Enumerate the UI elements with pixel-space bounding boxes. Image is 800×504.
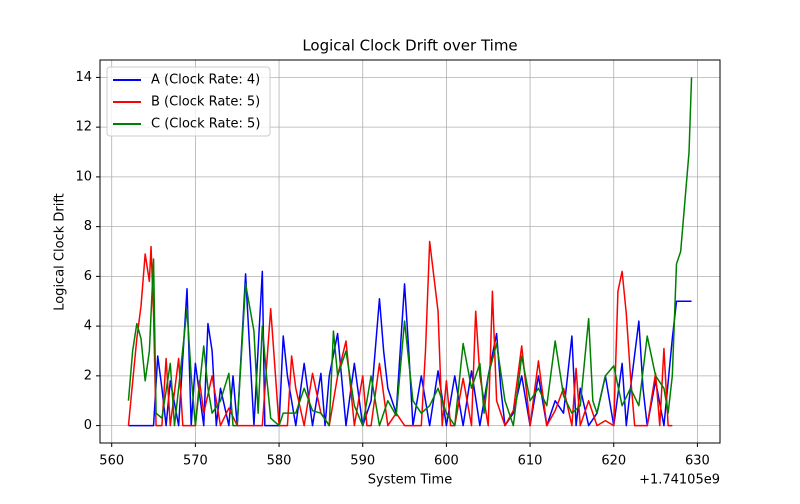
y-tick-label: 14 (75, 70, 92, 85)
legend-label: C (Clock Rate: 5) (151, 117, 260, 132)
x-tick-label: 560 (99, 454, 124, 469)
legend-label: A (Clock Rate: 4) (151, 73, 260, 88)
plot-frame (99, 59, 721, 444)
y-tick-label: 2 (84, 368, 92, 383)
legend: A (Clock Rate: 4) B (Clock Rate: 5) C (Clo… (106, 66, 271, 137)
x-tick-label: 600 (434, 454, 459, 469)
y-tick-label: 0 (84, 418, 92, 433)
x-tick-label: 610 (518, 454, 543, 469)
y-tick-label: 10 (75, 169, 92, 184)
x-tick-label: 630 (685, 454, 710, 469)
y-tick-label: 4 (84, 319, 92, 334)
x-axis-label: System Time (368, 473, 452, 488)
x-tick-label: 580 (267, 454, 292, 469)
y-tick-label: 8 (84, 219, 92, 234)
x-tick-label: 620 (601, 454, 626, 469)
series-line (127, 77, 693, 427)
legend-box (106, 66, 271, 137)
legend-label: B (Clock Rate: 5) (151, 95, 260, 110)
y-axis-label: Logical Clock Drift (53, 193, 68, 311)
y-tick-label: 12 (75, 120, 92, 135)
y-tick-label: 6 (84, 269, 92, 284)
x-tick-label: 590 (350, 454, 375, 469)
x-offset-label: +1.74105e9 (639, 473, 720, 488)
chart-title: Logical Clock Drift over Time (302, 37, 517, 55)
x-tick-label: 570 (183, 454, 208, 469)
